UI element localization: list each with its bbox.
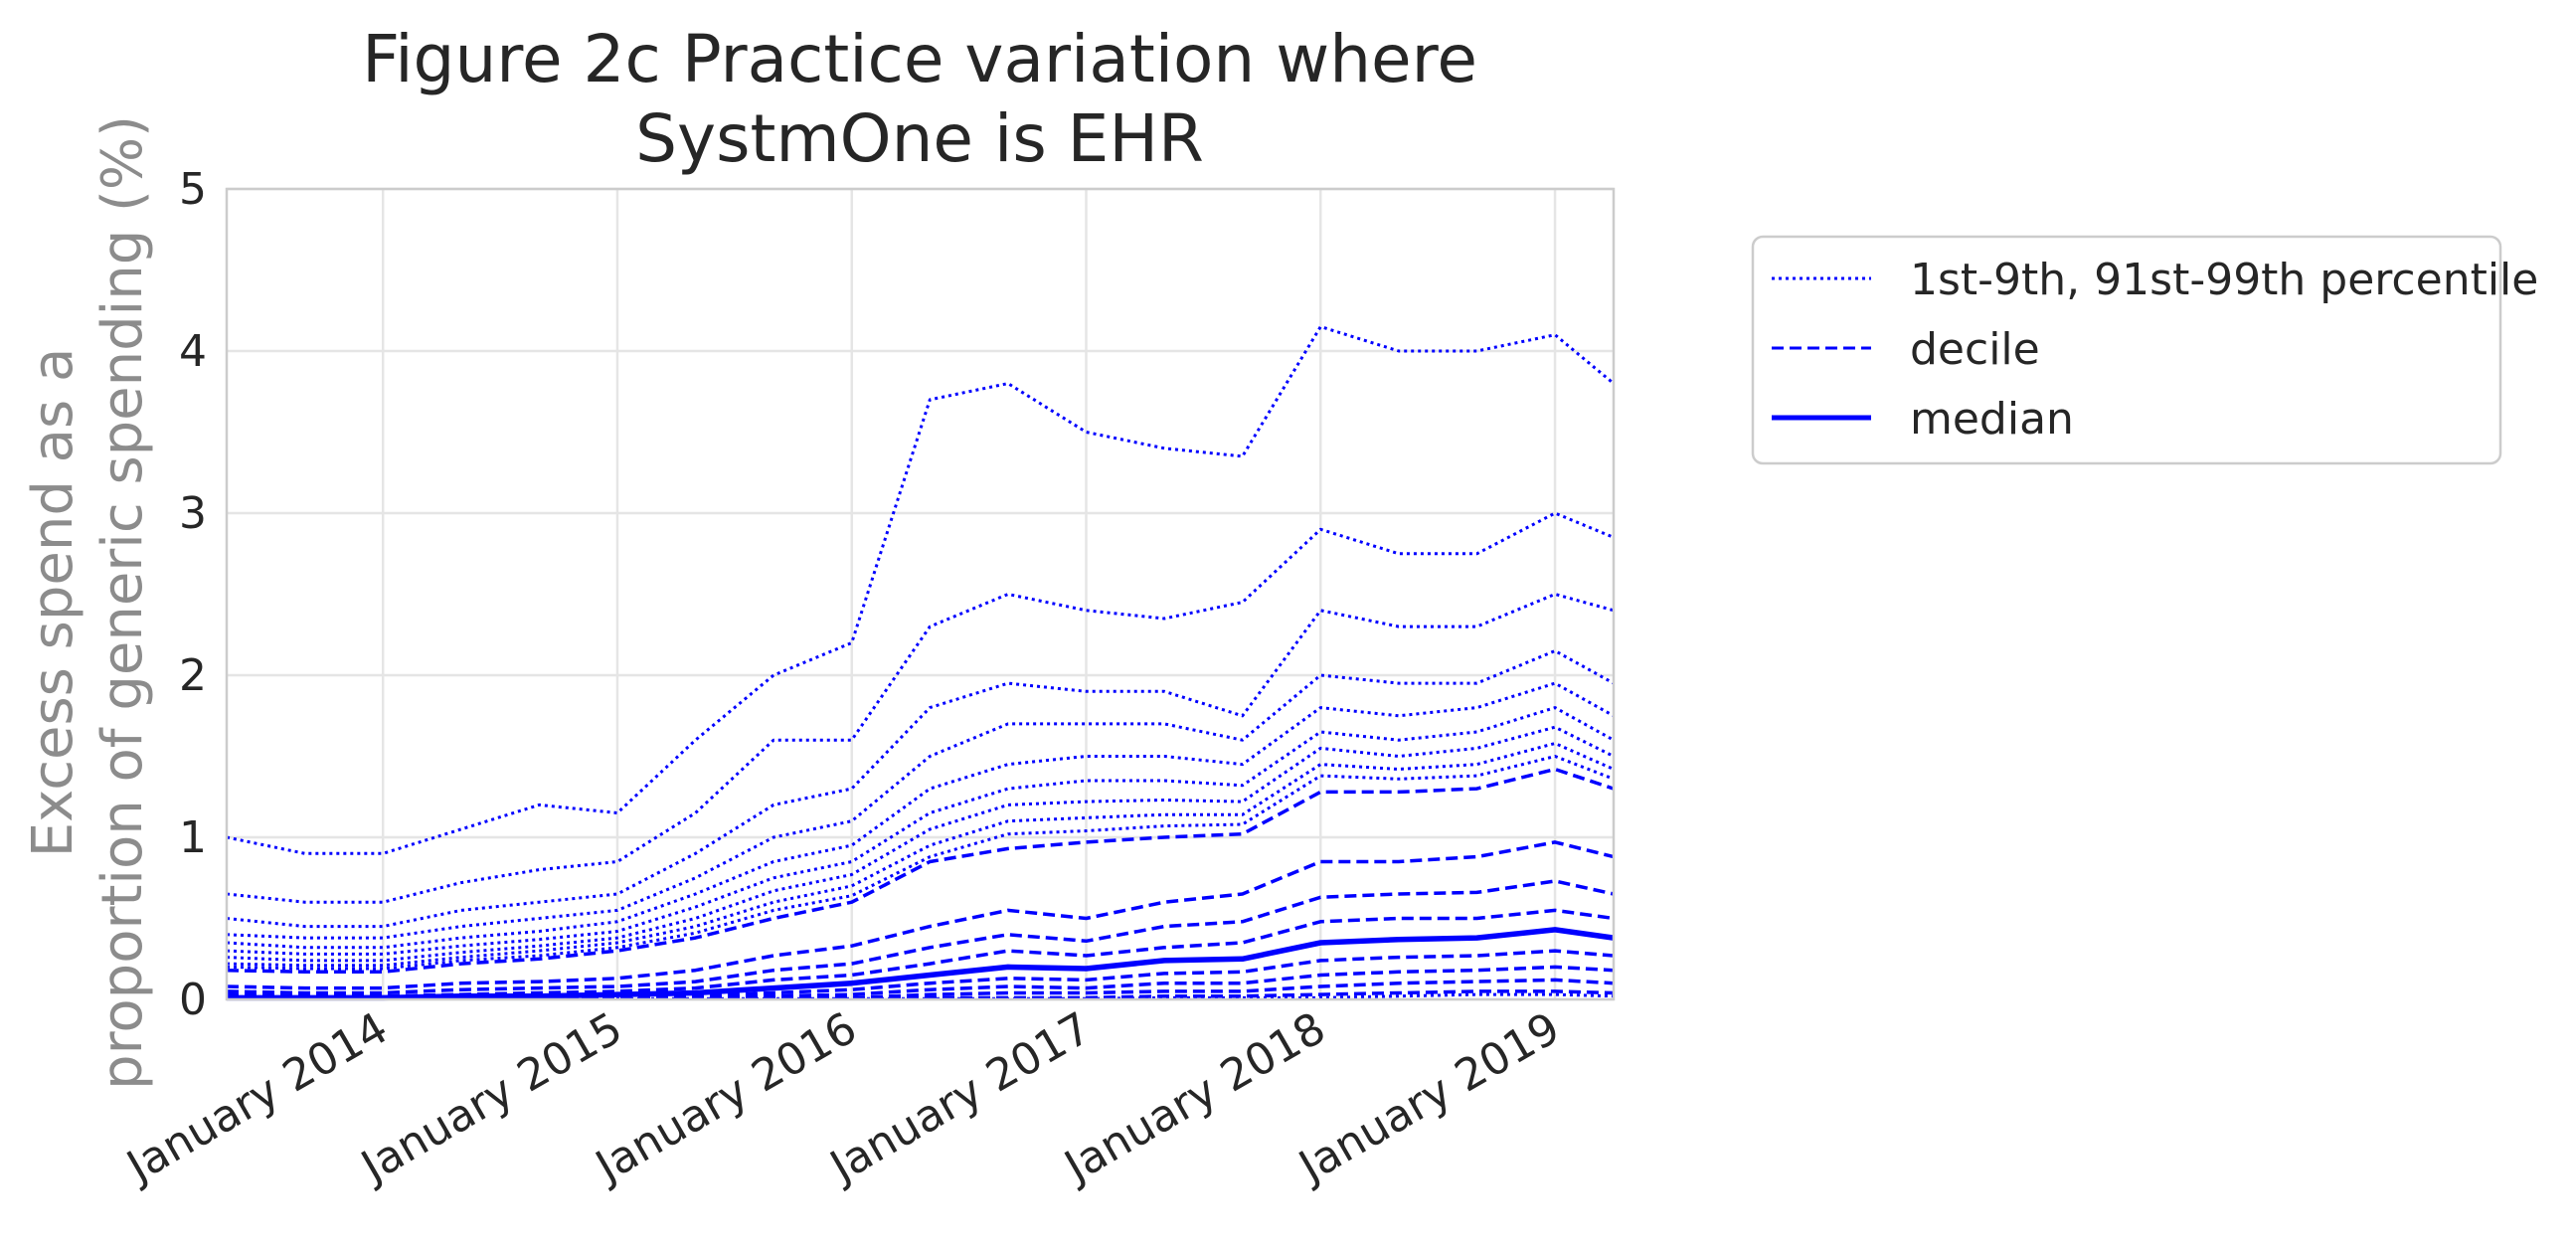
x-tick-label: January 2015 bbox=[351, 1002, 631, 1193]
series-line-p97 bbox=[226, 593, 1615, 929]
y-axis-label-line-1: Excess spend as a bbox=[21, 348, 86, 858]
series-line-p90 bbox=[226, 767, 1615, 975]
y-tick-label: 5 bbox=[179, 164, 207, 215]
plot-background bbox=[227, 189, 1614, 999]
series-line-p80 bbox=[226, 840, 1615, 990]
y-axis-label-line-2: proportion of generic spending (%) bbox=[90, 115, 155, 1090]
x-tick-label: January 2016 bbox=[586, 1002, 866, 1193]
series-line-p70 bbox=[226, 879, 1615, 995]
legend-frame bbox=[1751, 235, 2502, 465]
y-ticks: 0 1 2 3 4 5 bbox=[179, 164, 207, 1025]
x-tick-label: January 2019 bbox=[1288, 1002, 1569, 1193]
y-tick-label: 3 bbox=[179, 488, 207, 539]
y-tick-label: 2 bbox=[179, 650, 207, 701]
chart-title-line-2: SystmOne is EHR bbox=[635, 100, 1204, 177]
series-line-p93 bbox=[226, 725, 1615, 963]
y-tick-label: 1 bbox=[179, 812, 207, 863]
legend-label-median: median bbox=[1910, 394, 2074, 445]
series-line-p91 bbox=[226, 755, 1615, 971]
series-line-p94 bbox=[226, 706, 1615, 956]
series-line-p99 bbox=[226, 325, 1615, 855]
x-tick-label: January 2014 bbox=[116, 1002, 397, 1193]
y-axis-label: Excess spend as a proportion of generic … bbox=[21, 115, 155, 1090]
x-tick-label: January 2017 bbox=[819, 1002, 1100, 1193]
y-tick-label: 4 bbox=[179, 326, 207, 377]
series-line-p96 bbox=[226, 649, 1615, 940]
series-line-p98 bbox=[226, 511, 1615, 904]
legend-label-percentile: 1st-9th, 91st-99th percentile bbox=[1910, 255, 2538, 305]
x-tick-label: January 2018 bbox=[1054, 1002, 1334, 1193]
legend: 1st-9th, 91st-99th percentile decile med… bbox=[1751, 235, 2538, 465]
y-tick-label: 0 bbox=[179, 975, 207, 1025]
plot-frame bbox=[225, 187, 1616, 1001]
chart-title-line-1: Figure 2c Practice variation where bbox=[362, 21, 1477, 97]
legend-label-decile: decile bbox=[1910, 324, 2040, 375]
